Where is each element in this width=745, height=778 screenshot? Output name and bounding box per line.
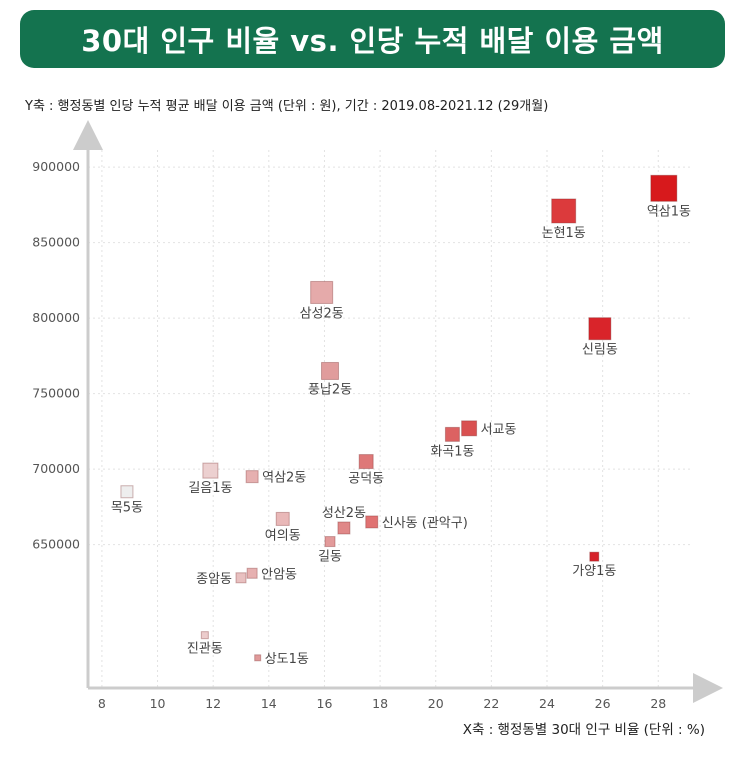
x-tick-label: 8 [98,696,106,711]
y-tick-label: 650000 [32,537,80,552]
data-point [358,454,374,470]
data-point [200,631,209,640]
y-tick-label: 850000 [32,235,80,250]
data-point [321,361,340,380]
data-point [202,462,219,479]
data-point [254,654,262,662]
x-tick-label: 12 [205,696,221,711]
chart-title: 30대 인구 비율 vs. 인당 누적 배달 이용 금액 [81,24,664,58]
data-point [365,515,379,529]
data-point [246,567,258,579]
y-tick-label: 700000 [32,461,80,476]
point-label: 길동 [318,550,342,565]
point-label: 여의동 [265,528,301,543]
point-label: 신림동 [582,343,618,358]
x-tick-label: 10 [150,696,166,711]
point-label: 신사동 (관악구) [382,516,468,531]
point-label: 상도1동 [265,652,309,667]
data-point [235,572,247,584]
data-point [245,470,259,484]
title-banner: 30대 인구 비율 vs. 인당 누적 배달 이용 금액 [20,10,725,68]
x-tick-label: 28 [650,696,666,711]
x-tick-label: 16 [317,696,333,711]
data-point [444,426,460,442]
data-point [589,551,600,562]
data-point [551,198,577,224]
point-label: 역삼2동 [262,471,306,486]
x-tick-label: 22 [483,696,499,711]
data-point [275,511,290,526]
point-label: 가양1동 [572,564,616,579]
data-point [461,420,478,437]
y-axis-label: Y축 : 행정동별 인당 누적 평균 배달 이용 금액 (단위 : 원), 기간… [25,99,549,114]
point-label: 목5동 [111,501,143,516]
x-tick-label: 24 [539,696,555,711]
data-point [120,485,134,499]
point-label: 성산2동 [322,506,366,521]
point-label: 서교동 [481,422,517,437]
y-tick-label: 900000 [32,159,80,174]
point-label: 종암동 [196,572,232,587]
point-label: 진관동 [187,642,223,657]
point-label: 길음1동 [188,481,232,496]
point-label: 논현1동 [542,226,586,241]
y-tick-label: 800000 [32,310,80,325]
data-point [324,536,336,548]
point-label: 삼성2동 [300,306,344,321]
data-point [588,317,612,341]
y-tick-label: 750000 [32,386,80,401]
data-point [337,521,351,535]
point-label: 안암동 [261,567,297,582]
x-axis-label: X축 : 행정동별 30대 인구 비율 (단위 : %) [462,722,705,738]
point-label: 풍납2동 [308,382,352,397]
data-point [310,280,334,304]
x-tick-label: 26 [595,696,611,711]
x-tick-label: 18 [372,696,388,711]
point-label: 역삼1동 [647,204,691,219]
x-tick-label: 20 [428,696,444,711]
point-label: 공덕동 [348,472,384,487]
point-label: 화곡1동 [430,444,474,459]
x-tick-label: 14 [261,696,277,711]
data-point [650,174,678,202]
